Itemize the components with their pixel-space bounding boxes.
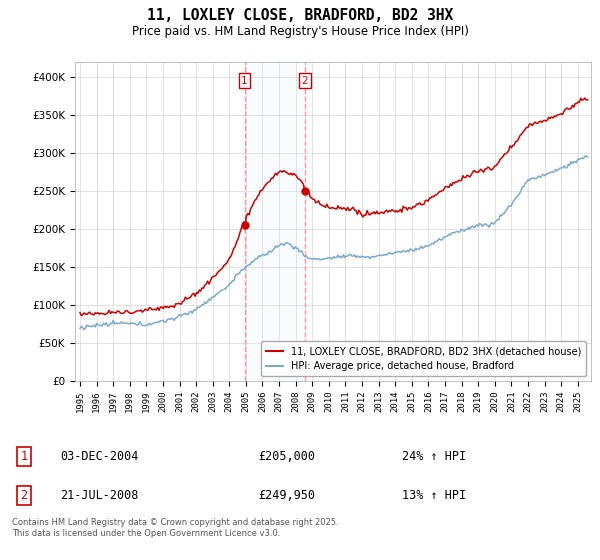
Legend: 11, LOXLEY CLOSE, BRADFORD, BD2 3HX (detached house), HPI: Average price, detach: 11, LOXLEY CLOSE, BRADFORD, BD2 3HX (det… bbox=[261, 342, 586, 376]
Text: 1: 1 bbox=[241, 76, 248, 86]
Text: 03-DEC-2004: 03-DEC-2004 bbox=[60, 450, 139, 463]
Text: £205,000: £205,000 bbox=[258, 450, 315, 463]
Text: 21-JUL-2008: 21-JUL-2008 bbox=[60, 489, 139, 502]
Text: 2: 2 bbox=[20, 489, 28, 502]
Text: Price paid vs. HM Land Registry's House Price Index (HPI): Price paid vs. HM Land Registry's House … bbox=[131, 25, 469, 38]
Text: 13% ↑ HPI: 13% ↑ HPI bbox=[402, 489, 466, 502]
Text: Contains HM Land Registry data © Crown copyright and database right 2025.
This d: Contains HM Land Registry data © Crown c… bbox=[12, 518, 338, 538]
Text: 2: 2 bbox=[301, 76, 308, 86]
Text: 24% ↑ HPI: 24% ↑ HPI bbox=[402, 450, 466, 463]
Bar bbox=[245, 62, 305, 381]
Text: 1: 1 bbox=[20, 450, 28, 463]
Text: £249,950: £249,950 bbox=[258, 489, 315, 502]
Text: 11, LOXLEY CLOSE, BRADFORD, BD2 3HX: 11, LOXLEY CLOSE, BRADFORD, BD2 3HX bbox=[147, 8, 453, 24]
